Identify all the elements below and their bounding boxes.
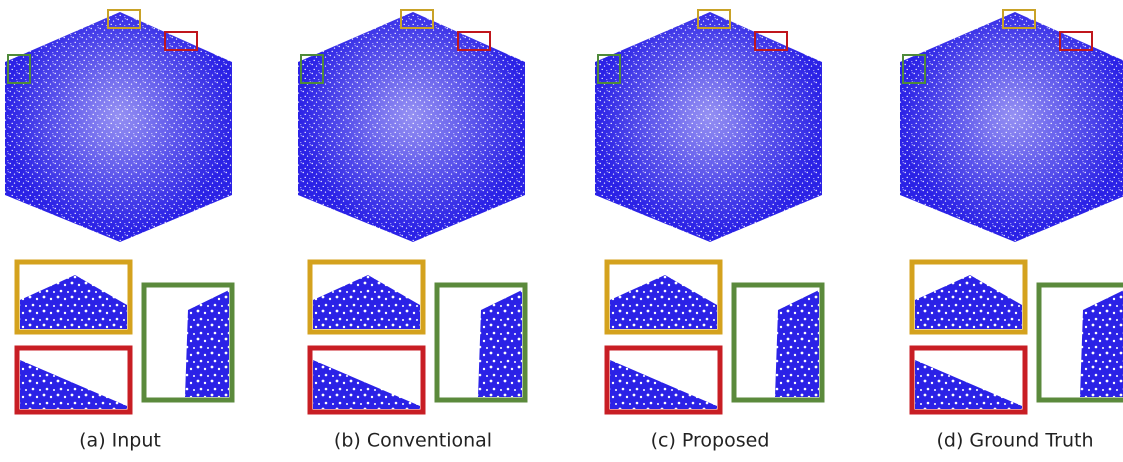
- point-cloud-highlight: [900, 12, 1123, 242]
- panel: (a) Input: [5, 10, 232, 452]
- panel: (c) Proposed: [595, 10, 822, 452]
- caption: (b) Conventional: [334, 430, 492, 452]
- caption: (c) Proposed: [651, 430, 770, 452]
- caption: (d) Ground Truth: [936, 430, 1093, 452]
- page: {"panels": [ {"caption": "(a) Input"}, {…: [0, 0, 1123, 462]
- figure: (a) Input (b) Conventional (c) Proposed (d)…: [0, 0, 1123, 462]
- caption: (a) Input: [79, 430, 161, 452]
- panel: (d) Ground Truth: [900, 10, 1123, 452]
- panel: (b) Conventional: [298, 10, 525, 452]
